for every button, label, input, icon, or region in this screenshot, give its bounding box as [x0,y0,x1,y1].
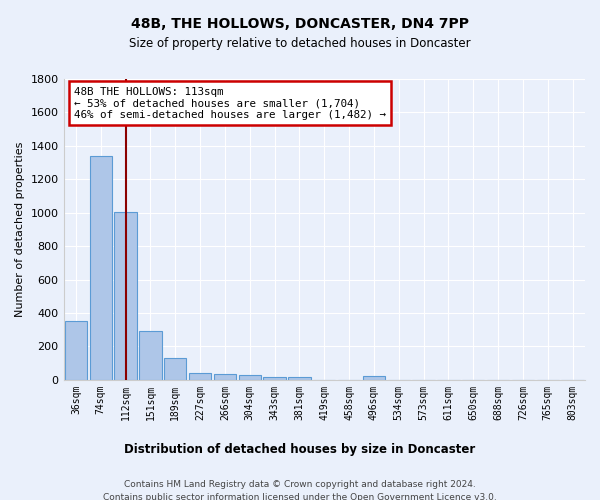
Text: 48B, THE HOLLOWS, DONCASTER, DN4 7PP: 48B, THE HOLLOWS, DONCASTER, DN4 7PP [131,18,469,32]
Text: Distribution of detached houses by size in Doncaster: Distribution of detached houses by size … [124,442,476,456]
Bar [65,320,87,380]
Bar [89,156,112,380]
Bar [263,376,286,380]
Bar [239,375,261,380]
Bar [214,374,236,380]
Bar [363,376,385,380]
Text: Size of property relative to detached houses in Doncaster: Size of property relative to detached ho… [129,38,471,51]
Bar [139,330,161,380]
Bar [189,373,211,380]
Text: 48B THE HOLLOWS: 113sqm
← 53% of detached houses are smaller (1,704)
46% of semi: 48B THE HOLLOWS: 113sqm ← 53% of detache… [74,86,386,120]
Text: Contains HM Land Registry data © Crown copyright and database right 2024.
Contai: Contains HM Land Registry data © Crown c… [103,480,497,500]
Bar [115,212,137,380]
Bar [288,378,311,380]
Bar [164,358,187,380]
Y-axis label: Number of detached properties: Number of detached properties [15,142,25,317]
